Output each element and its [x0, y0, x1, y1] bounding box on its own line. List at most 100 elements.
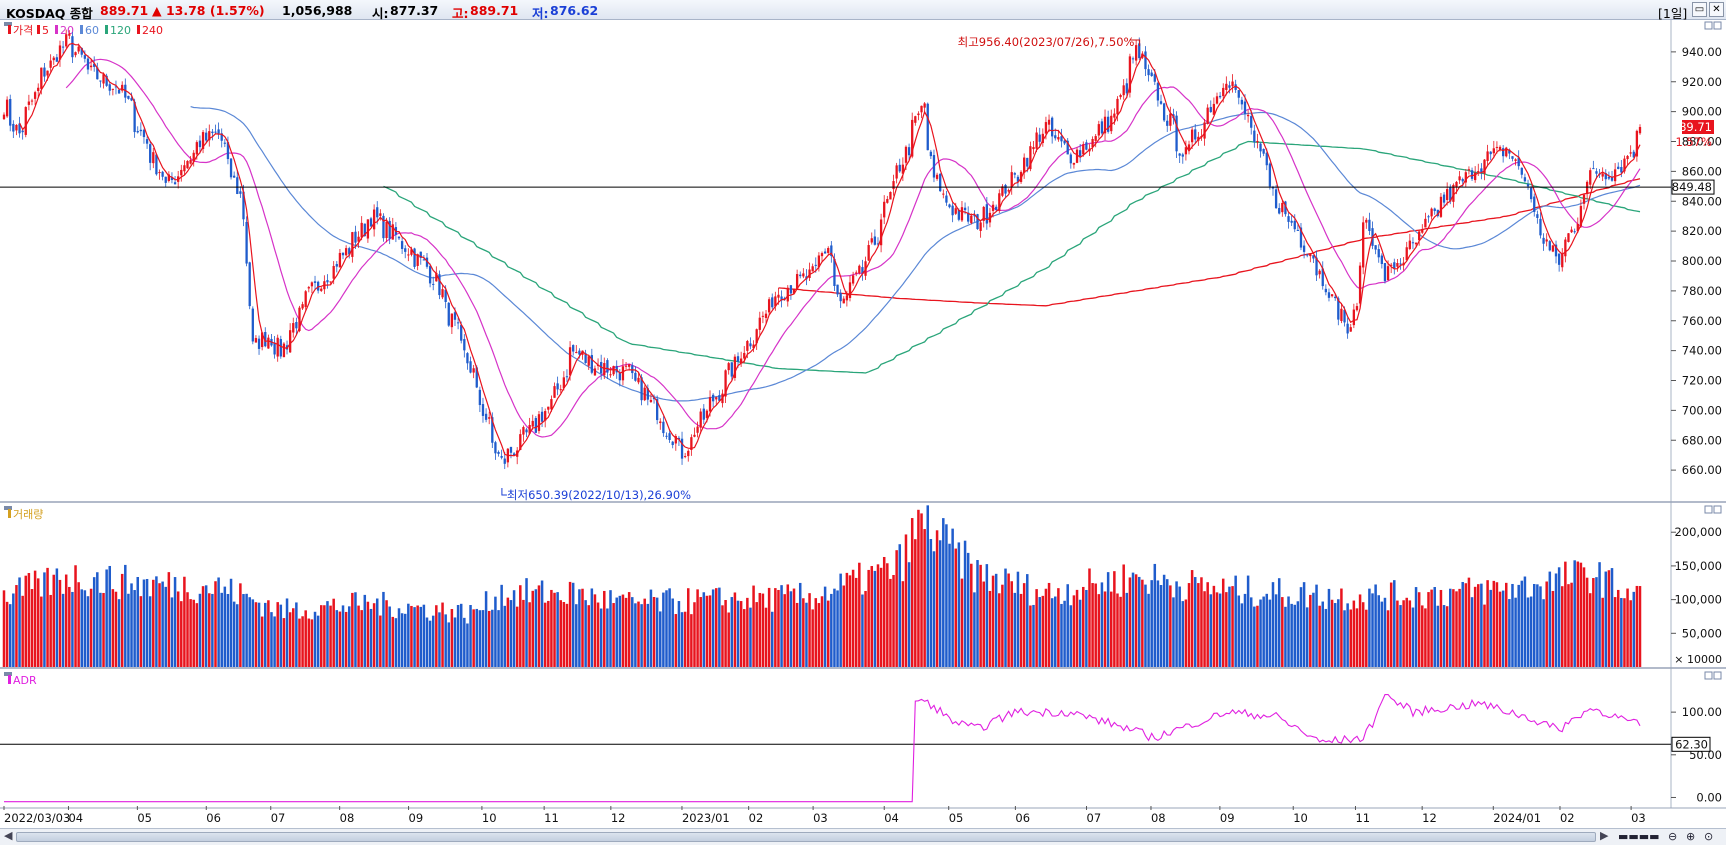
panel-maximize-icon[interactable] [1704, 671, 1713, 680]
candle-body [1383, 263, 1387, 282]
scroll-range-slider[interactable]: ▬▬▬▬ [1618, 830, 1660, 843]
volume-bar [1598, 562, 1601, 667]
scroll-right-icon[interactable]: ▶ [1600, 829, 1609, 842]
candle-body [15, 124, 18, 131]
volume-bar [354, 592, 357, 667]
volume-bar [1032, 604, 1035, 667]
horizontal-scrollbar[interactable]: ◀ ▶ ▬▬▬▬ ⊖ ⊕ ⊙ [0, 828, 1726, 845]
panel-handle-icon[interactable] [4, 506, 12, 510]
volume-bar [1125, 592, 1129, 667]
candle-body [827, 248, 830, 253]
candle-body [133, 101, 136, 133]
candle-body [494, 442, 497, 454]
volume-bar [687, 588, 690, 667]
volume-bar [40, 596, 43, 667]
candle-body [295, 322, 298, 329]
candle-body [400, 241, 404, 249]
candle-body [509, 446, 513, 453]
candle-body [1355, 306, 1359, 311]
volume-bar [344, 611, 348, 667]
date-tick-label: 09 [409, 811, 424, 825]
period-selector[interactable]: [1일] [1658, 6, 1688, 21]
volume-bar [400, 613, 404, 667]
candle-body [1638, 126, 1642, 134]
panel-handle-icon[interactable] [4, 672, 12, 676]
volume-bar [1004, 568, 1007, 667]
candle-body [749, 343, 752, 347]
candle-body [873, 236, 877, 245]
volume-bar [528, 602, 531, 667]
volume-bar [889, 578, 892, 667]
candle-body [155, 154, 158, 175]
panel-handle-icon[interactable] [4, 22, 12, 26]
candle-body [1110, 115, 1113, 132]
volume-bar [173, 577, 177, 667]
candle-body [149, 144, 152, 163]
volume-bar [1554, 573, 1558, 667]
minimize-icon[interactable]: ▭ [1692, 2, 1707, 17]
candle-body [519, 434, 522, 450]
panel-close-icon[interactable] [1713, 505, 1722, 514]
zoom-reset-icon[interactable]: ⊙ [1704, 830, 1714, 843]
volume-bar [372, 603, 376, 667]
volume-bar [282, 618, 286, 667]
candle-body [376, 207, 379, 218]
zoom-out-icon[interactable]: ⊖ [1668, 830, 1678, 843]
volume-bar [1560, 586, 1564, 667]
volume-bar [158, 583, 161, 667]
candle-body [665, 435, 668, 437]
volume-bar [1047, 582, 1051, 667]
scroll-left-icon[interactable]: ◀ [4, 829, 13, 842]
volume-bar [705, 595, 709, 667]
price-tick-label: 700.00 [1682, 403, 1722, 417]
panel-maximize-icon[interactable] [1704, 21, 1713, 30]
panel-maximize-icon[interactable] [1704, 505, 1713, 514]
candle-body [889, 192, 892, 200]
volume-bar [1623, 598, 1626, 667]
title-bar: KOSDAQ 종합 889.71 ▲ 13.78 (1.57%) 1,056,9… [0, 0, 1726, 21]
candle-body [310, 282, 314, 287]
candle-body [74, 52, 77, 56]
candle-body [920, 105, 923, 113]
volume-bar [369, 608, 373, 667]
candle-body [1240, 99, 1244, 105]
volume-bar [136, 576, 139, 667]
scroll-thumb[interactable] [16, 832, 1596, 842]
volume-bar [117, 599, 121, 667]
volume-bar [1119, 596, 1122, 667]
volume-bar [609, 590, 612, 667]
candle-body [214, 131, 217, 133]
candle-body [1483, 159, 1486, 174]
volume-bar [1066, 584, 1069, 667]
current-price-label: 889.71 [1672, 120, 1712, 134]
candle-body [1324, 288, 1328, 293]
volume-bar [459, 603, 463, 667]
candle-body [1430, 208, 1433, 217]
volume-bar [506, 597, 510, 667]
candle-body [1477, 171, 1480, 173]
candle-body [52, 57, 55, 61]
volume-bar [1287, 596, 1290, 667]
candle-body [1607, 176, 1611, 179]
panel-close-icon[interactable] [1713, 671, 1722, 680]
candle-body [1296, 229, 1300, 231]
candle-body [603, 363, 606, 376]
candle-body [1474, 172, 1477, 181]
zoom-in-icon[interactable]: ⊕ [1686, 830, 1696, 843]
volume-bar [363, 594, 367, 667]
volume-bar [733, 592, 737, 667]
volume-bar [1573, 560, 1576, 667]
volume-bar [724, 600, 727, 667]
volume-bar [245, 593, 248, 667]
panel-close-icon[interactable] [1713, 21, 1722, 30]
candle-body [1601, 173, 1604, 177]
volume-bar [603, 590, 606, 667]
candle-body [1119, 95, 1122, 98]
candle-body [833, 258, 836, 287]
candle-body [1259, 143, 1262, 152]
candle-body [1038, 134, 1041, 142]
volume-bar [1374, 584, 1377, 667]
volume-bar [1579, 562, 1583, 667]
volume-bar [1296, 601, 1300, 667]
close-icon[interactable]: ✕ [1709, 2, 1724, 17]
